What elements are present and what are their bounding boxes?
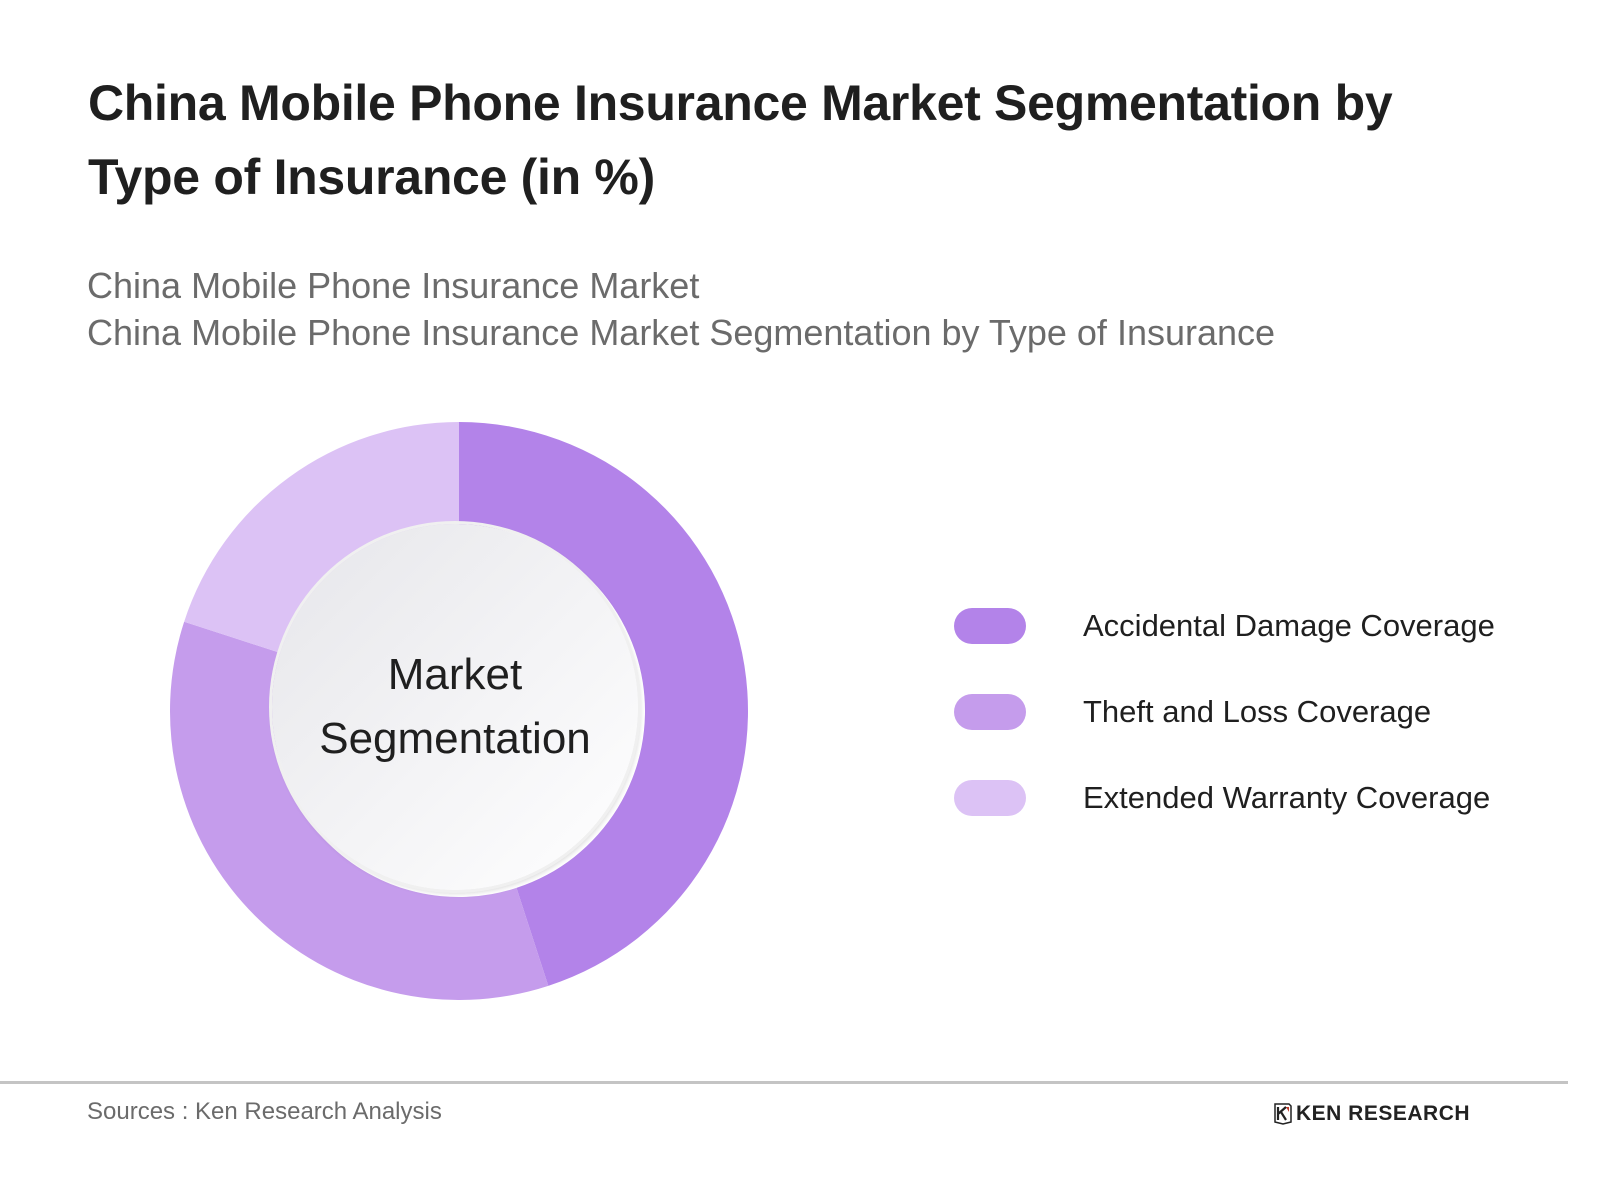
donut-chart: Market Segmentation <box>170 422 748 1000</box>
legend-swatch <box>954 780 1026 816</box>
donut-segment-accidental-damage-coverage <box>459 422 748 986</box>
chart-subtitle: China Mobile Phone Insurance Market Chin… <box>87 262 1275 356</box>
ken-research-k-icon <box>1274 1103 1292 1125</box>
source-note: Sources : Ken Research Analysis <box>87 1098 442 1125</box>
donut-center-label: Market Segmentation <box>272 524 638 890</box>
center-label-line-2: Segmentation <box>319 714 591 763</box>
subtitle-line-2: China Mobile Phone Insurance Market Segm… <box>87 312 1276 353</box>
ken-research-logo: KEN RESEARCH <box>1274 1102 1470 1126</box>
chart-title: China Mobile Phone Insurance Market Segm… <box>88 75 1393 205</box>
logo-text: KEN RESEARCH <box>1296 1102 1471 1125</box>
donut-segment-theft-and-loss-coverage <box>170 621 549 1000</box>
legend-label: Extended Warranty Coverage <box>1083 780 1491 815</box>
subtitle-line-1: China Mobile Phone Insurance Market <box>87 265 700 306</box>
donut-svg <box>170 422 748 1000</box>
legend-swatch <box>954 694 1026 730</box>
footer-divider <box>0 1081 1568 1084</box>
legend-label: Accidental Damage Coverage <box>1083 608 1495 643</box>
legend-label: Theft and Loss Coverage <box>1083 694 1432 729</box>
legend-swatch <box>954 608 1026 644</box>
center-label-line-1: Market <box>387 650 523 699</box>
donut-segment-extended-warranty-coverage <box>184 422 460 654</box>
